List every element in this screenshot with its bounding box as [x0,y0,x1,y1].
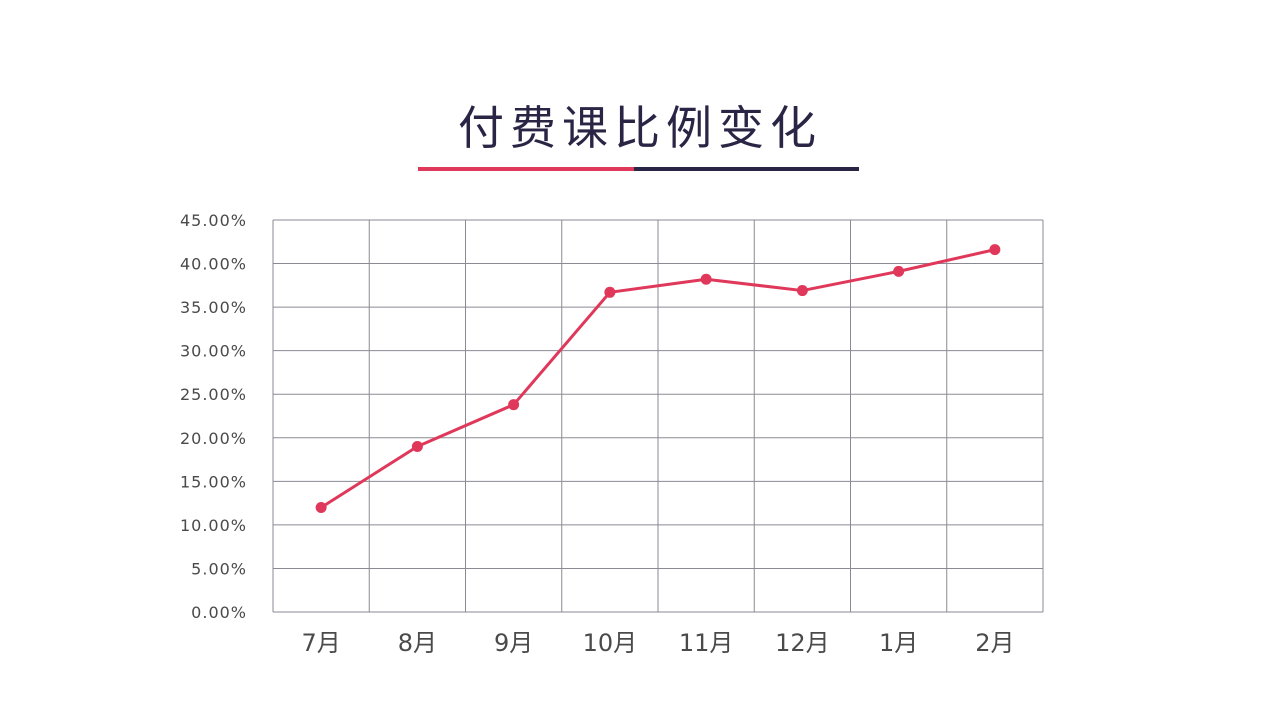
y-tick-label: 20.00% [180,429,247,448]
x-tick-label: 12月 [775,629,830,657]
data-point [700,273,712,285]
x-tick-label: 8月 [398,629,437,657]
data-point [989,244,1001,256]
series-line [320,248,996,509]
y-tick-label: 25.00% [180,385,247,404]
data-point [315,501,327,513]
data-point [508,399,520,411]
y-tick-label: 30.00% [180,342,247,361]
series-layer [315,244,1001,513]
y-tick-label: 10.00% [180,516,247,535]
y-tick-label: 35.00% [180,298,247,317]
data-point [796,285,808,297]
title-underline-accent [418,167,634,171]
x-tick-label: 7月 [301,629,340,657]
y-tick-label: 45.00% [180,211,247,230]
title-underline-dark [634,167,859,171]
y-tick-label: 0.00% [191,603,247,622]
x-axis-ticks: 7月 8月 9月 10月 11月 12月 1月 2月 [301,629,1014,657]
data-point [893,265,905,277]
y-tick-label: 15.00% [180,472,247,491]
y-tick-label: 5.00% [191,559,247,578]
data-point [411,440,423,452]
x-tick-label: 11月 [679,629,734,657]
grid-layer [272,219,1044,613]
y-tick-label: 40.00% [180,255,247,274]
chart-title: 付费课比例变化 [458,101,822,155]
x-tick-label: 9月 [494,629,533,657]
x-tick-label: 10月 [583,629,638,657]
x-tick-label: 2月 [975,629,1014,657]
x-tick-label: 1月 [879,629,918,657]
data-point [604,286,616,298]
y-axis-ticks: 0.00% 5.00% 10.00% 15.00% 20.00% 25.00% 30.00%… [180,211,247,622]
